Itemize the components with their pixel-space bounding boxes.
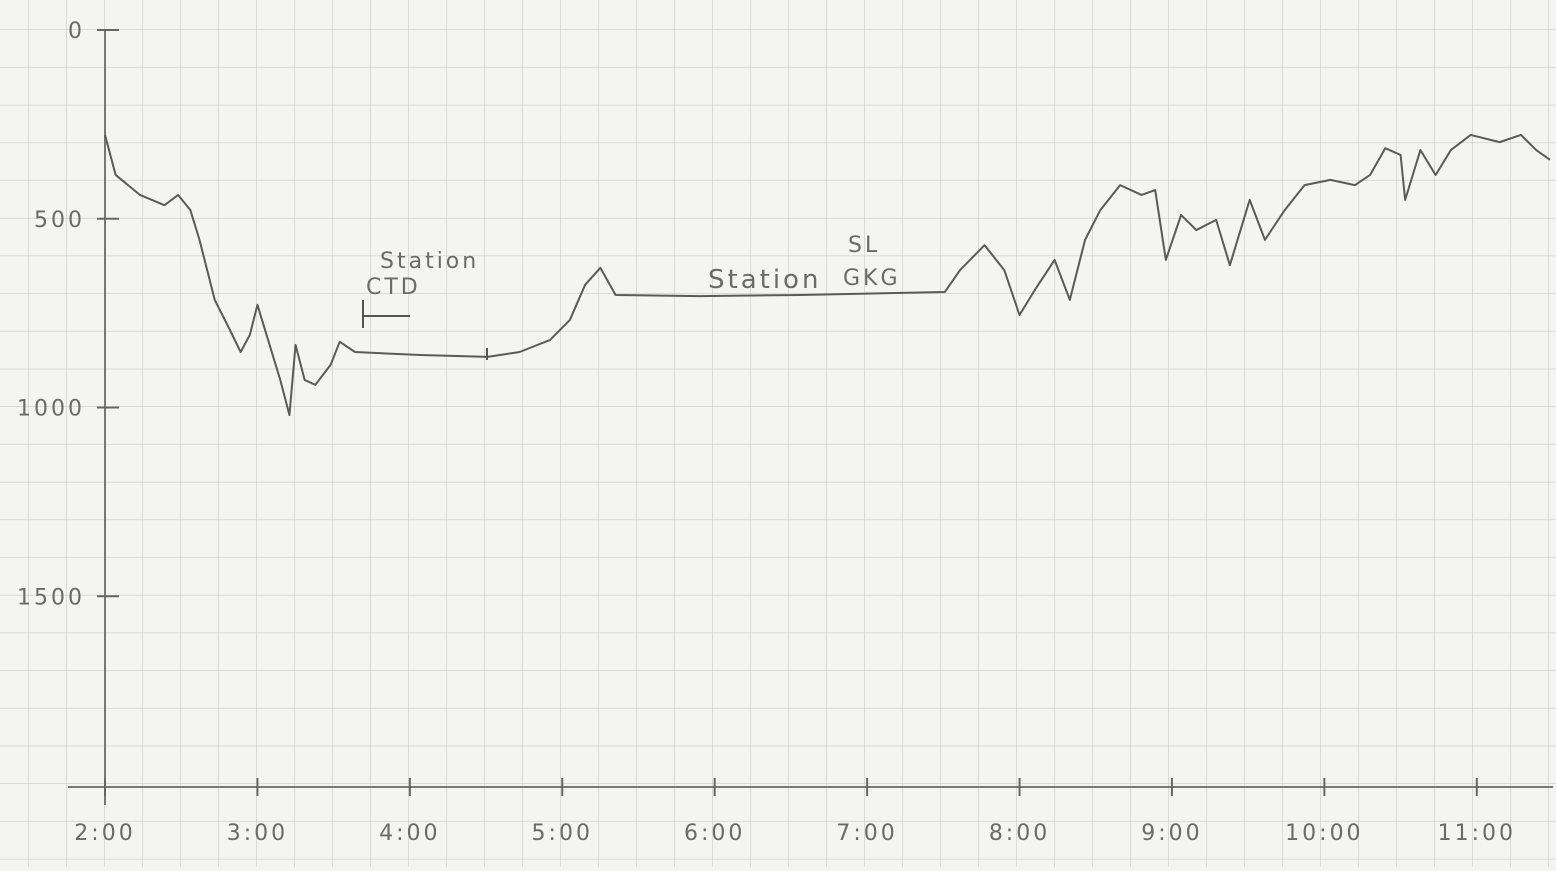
annotation: Station — [380, 249, 479, 274]
annotation: GKG — [843, 266, 901, 291]
x-tick-label: 10:00 — [1285, 821, 1363, 846]
station-bracket — [362, 300, 410, 328]
annotation: CTD — [366, 275, 421, 300]
y-tick-label: 500 — [34, 208, 85, 233]
x-tick-label: 3:00 — [227, 821, 288, 846]
x-tick-label: 5:00 — [532, 821, 593, 846]
x-tick-label: 2:00 — [74, 821, 135, 846]
annotation: SL — [848, 233, 880, 258]
y-tick-label: 0 — [68, 19, 85, 44]
x-tick-label: 4:00 — [379, 821, 440, 846]
x-tick-label: 11:00 — [1438, 821, 1516, 846]
annotation: Station — [708, 265, 821, 295]
x-tick-label: 8:00 — [989, 821, 1050, 846]
y-tick-label: 1000 — [17, 397, 85, 422]
x-tick-label: 6:00 — [684, 821, 745, 846]
x-tick-label: 9:00 — [1141, 821, 1202, 846]
depth-line — [104, 133, 1551, 417]
y-tick-label: 1500 — [17, 585, 85, 610]
x-tick-label: 7:00 — [836, 821, 897, 846]
